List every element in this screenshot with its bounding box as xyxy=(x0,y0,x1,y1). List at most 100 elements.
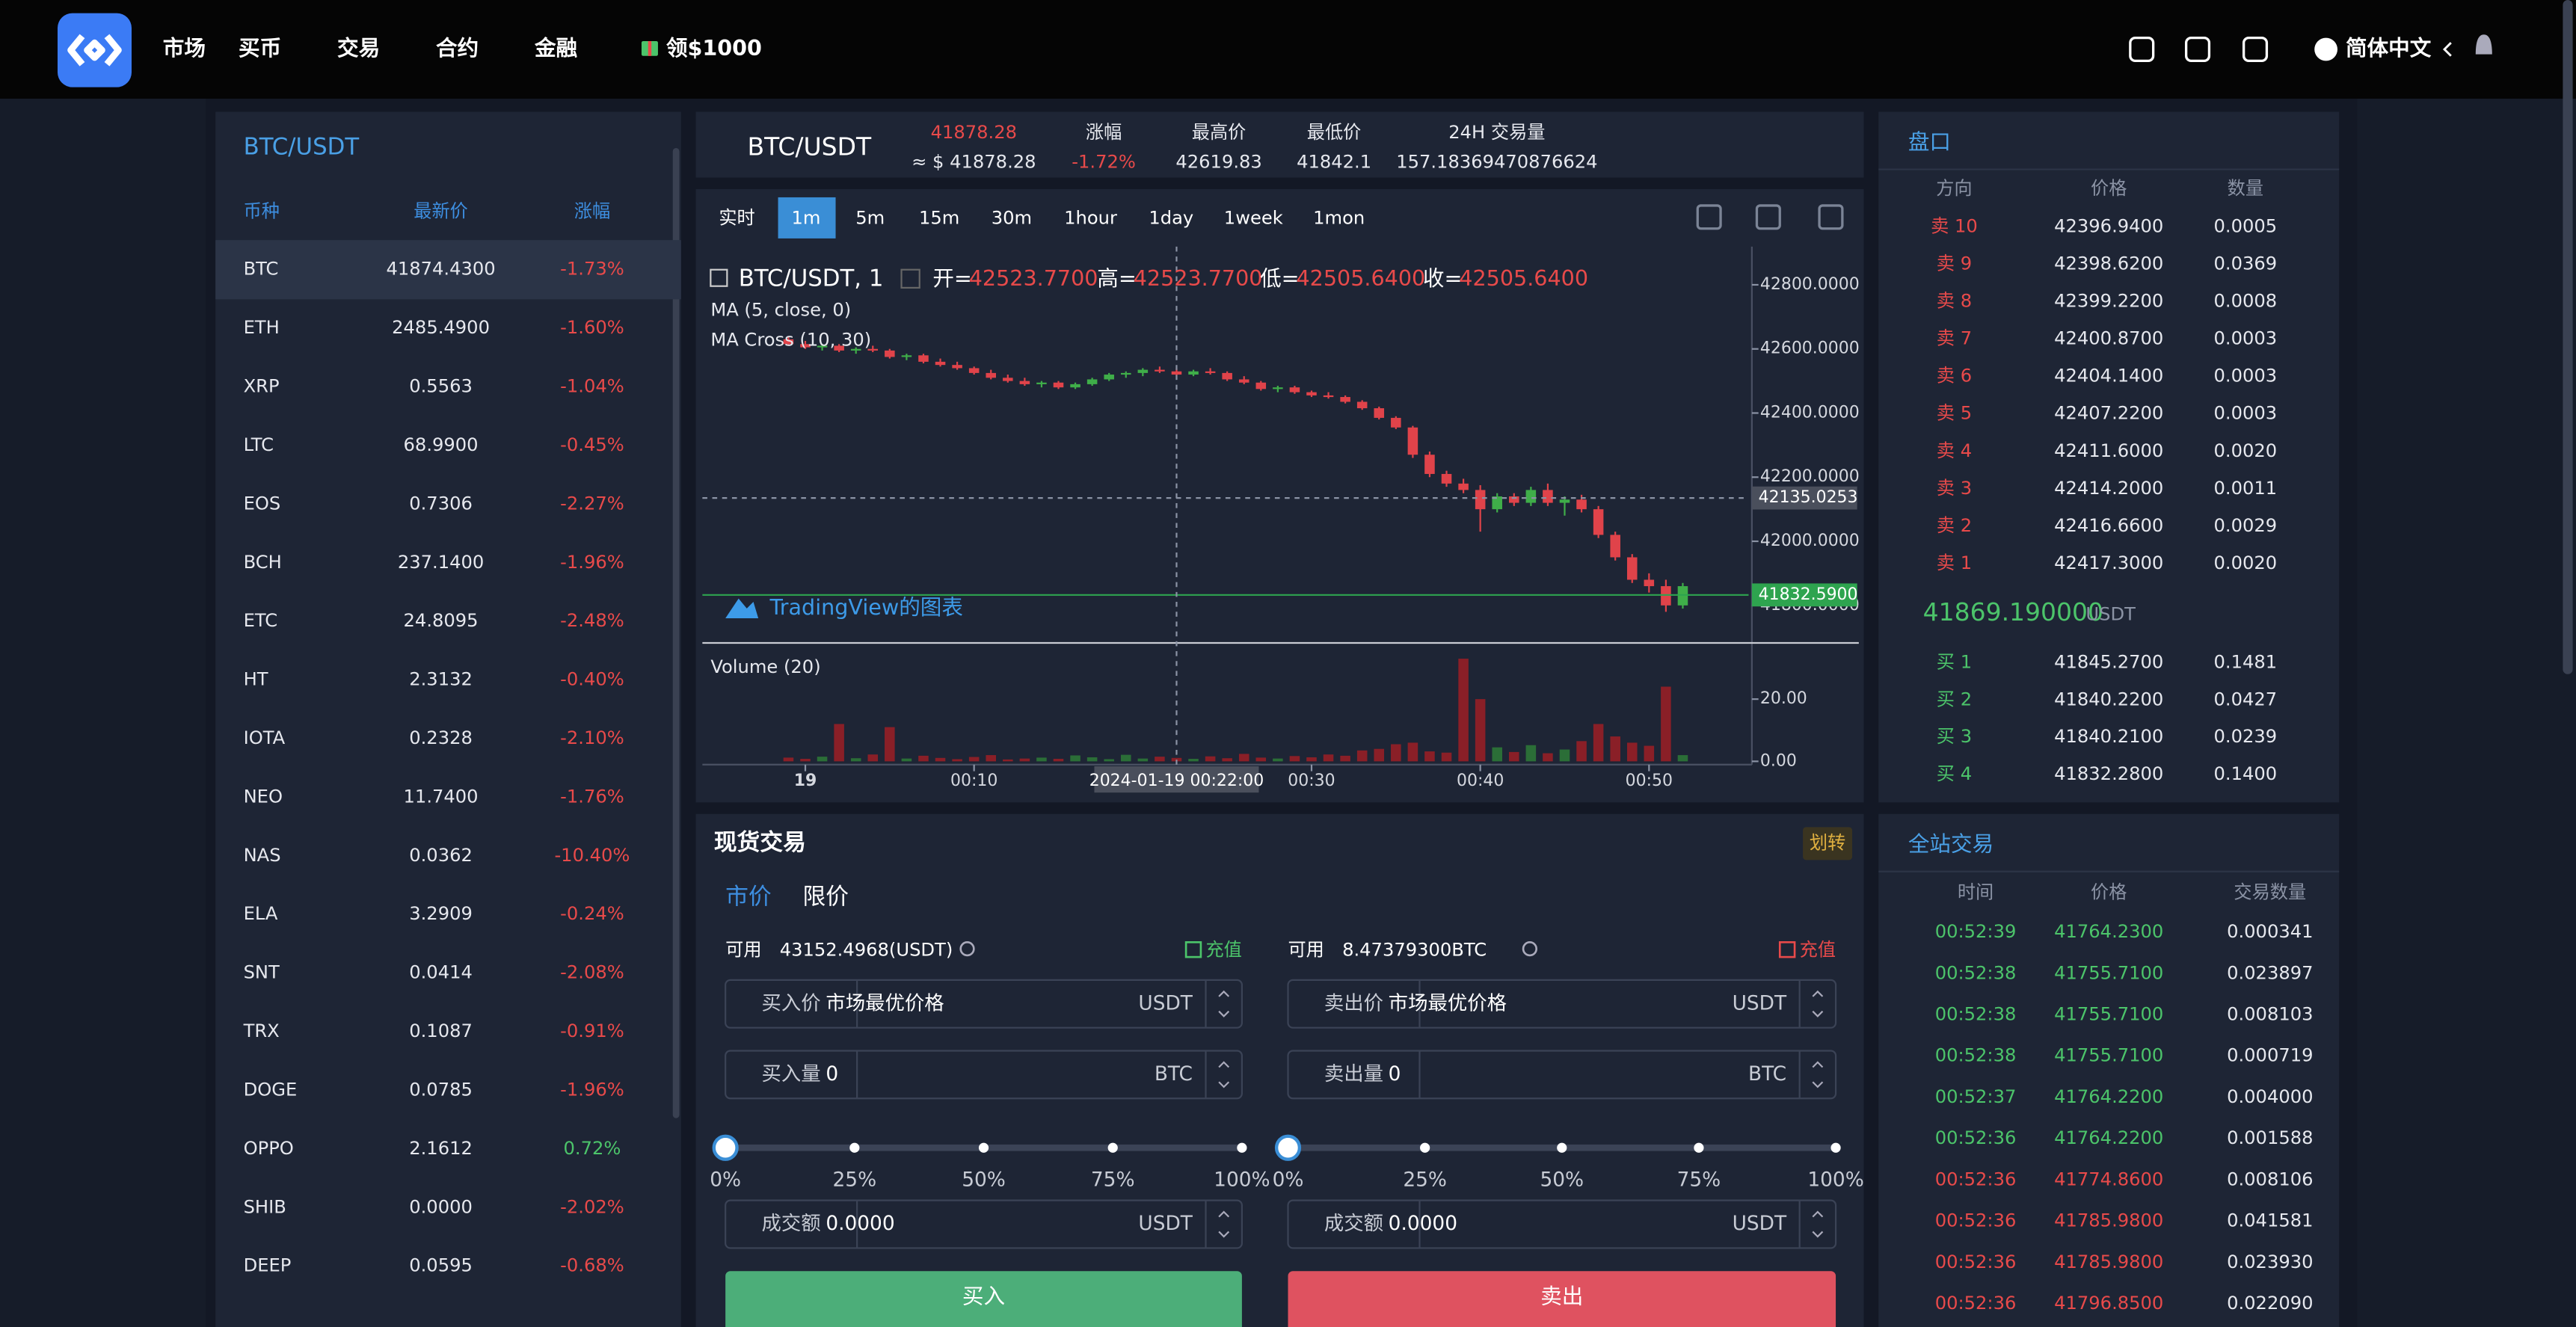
spinner-down[interactable] xyxy=(1218,1010,1230,1017)
interval-active[interactable] xyxy=(778,197,836,238)
spinner-up[interactable] xyxy=(1812,1210,1824,1218)
interval-button[interactable]: 30m xyxy=(992,208,1032,229)
interval-button[interactable]: 5m xyxy=(855,208,885,229)
study-label: MA Cross (10, 30) xyxy=(710,329,871,350)
spinner-down[interactable] xyxy=(1218,1231,1230,1238)
spinner-down[interactable] xyxy=(1812,1081,1824,1089)
interval-button[interactable]: 1mon xyxy=(1313,208,1365,229)
market-cell: -2.10% xyxy=(560,727,624,748)
input-field[interactable] xyxy=(725,1050,1244,1100)
input-field[interactable] xyxy=(725,979,1244,1029)
crosshair-label: 2024-01-19 00:22:00 xyxy=(1089,772,1264,790)
user-icon[interactable] xyxy=(2184,36,2211,63)
deposit[interactable]: 充值 xyxy=(1800,939,1836,960)
globe-icon[interactable] xyxy=(2314,37,2338,61)
transfer-button[interactable] xyxy=(1803,827,1853,860)
nav-item[interactable]: 市场 xyxy=(163,35,206,61)
interval-button[interactable]: 1m xyxy=(791,208,820,229)
spinner-up[interactable] xyxy=(1218,990,1230,997)
market-cell: -1.04% xyxy=(560,376,624,397)
language[interactable]: 简体中文 xyxy=(2346,35,2432,61)
volume-bar xyxy=(867,754,879,762)
download-icon[interactable] xyxy=(2242,36,2269,63)
submit-button[interactable] xyxy=(1288,1271,1836,1327)
slider-stop[interactable] xyxy=(849,1142,860,1153)
bid-cell: 买 4 xyxy=(1937,763,1972,784)
spinner-down[interactable] xyxy=(1812,1231,1824,1238)
interval-button[interactable]: 1hour xyxy=(1064,208,1117,229)
slider-stop[interactable] xyxy=(1694,1142,1704,1153)
ask-cell[interactable]: 42416.6600 xyxy=(2054,515,2163,536)
tab[interactable]: 市价 xyxy=(725,883,772,910)
slider-stop[interactable] xyxy=(1237,1142,1247,1153)
input-field[interactable] xyxy=(725,1199,1244,1249)
deposit[interactable]: 充值 xyxy=(1206,939,1242,960)
trade-cell: 0.000341 xyxy=(2227,921,2313,942)
refresh-icon[interactable] xyxy=(959,940,975,957)
bid-cell[interactable]: 41840.2200 xyxy=(2054,689,2163,709)
submit-label[interactable]: 买入 xyxy=(962,1283,1005,1308)
ask-cell[interactable]: 42396.9400 xyxy=(2054,216,2163,237)
spinner-down[interactable] xyxy=(1218,1081,1230,1089)
tab[interactable]: 限价 xyxy=(803,883,849,910)
slider-stop[interactable] xyxy=(1107,1142,1118,1153)
bell-icon[interactable] xyxy=(2475,34,2492,55)
ask-cell[interactable]: 42407.2200 xyxy=(2054,403,2163,424)
input-field[interactable] xyxy=(1287,1050,1837,1100)
slider-stop[interactable] xyxy=(1274,1134,1302,1161)
input-unit: USDT xyxy=(1138,992,1193,1015)
fullscreen-icon[interactable] xyxy=(1696,204,1722,230)
indicator-icon[interactable] xyxy=(1755,204,1781,230)
ask-cell[interactable]: 42414.2000 xyxy=(2054,478,2163,499)
slider-stop[interactable] xyxy=(1420,1142,1430,1153)
candle-body xyxy=(1610,535,1620,558)
ask-cell[interactable]: 42417.3000 xyxy=(2054,552,2163,573)
slider-stop[interactable] xyxy=(978,1142,989,1153)
slider-stop[interactable] xyxy=(1557,1142,1567,1153)
bid-cell[interactable]: 41845.2700 xyxy=(2054,651,2163,672)
bid-cell: 0.1481 xyxy=(2214,651,2278,672)
market-cell: 237.1400 xyxy=(398,552,484,573)
trade-cell: 0.008103 xyxy=(2227,1004,2313,1025)
interval-button[interactable]: 实时 xyxy=(719,208,754,229)
nav-item[interactable]: 金融 xyxy=(534,35,578,61)
refresh-icon[interactable] xyxy=(1522,940,1538,957)
ask-cell[interactable]: 42400.8700 xyxy=(2054,328,2163,349)
slider-stop[interactable] xyxy=(712,1134,739,1161)
market-cell: -0.91% xyxy=(560,1020,624,1041)
page-scrollbar xyxy=(2563,0,2573,674)
settings-icon[interactable] xyxy=(1818,204,1844,230)
ask-cell[interactable]: 42398.6200 xyxy=(2054,253,2163,274)
market-cell: 24.8095 xyxy=(404,610,479,631)
bid-cell[interactable]: 41832.2800 xyxy=(2054,763,2163,784)
bid-cell[interactable]: 41840.2100 xyxy=(2054,726,2163,747)
spinner-down[interactable] xyxy=(1812,1010,1824,1017)
submit-label[interactable]: 卖出 xyxy=(1540,1283,1583,1308)
interval-button[interactable]: 1week xyxy=(1224,208,1283,229)
ask-cell[interactable]: 42411.6000 xyxy=(2054,440,2163,461)
ask-cell[interactable]: 42404.1400 xyxy=(2054,366,2163,387)
trades-column: 交易数量 xyxy=(2234,881,2306,902)
interval-button[interactable]: 15m xyxy=(919,208,959,229)
nav-item[interactable]: 买币 xyxy=(239,35,281,61)
nav-item[interactable]: 合约 xyxy=(436,35,479,61)
input-field[interactable] xyxy=(1287,1199,1837,1249)
promo[interactable]: 领$1000 xyxy=(666,35,762,61)
ticker-pair: BTC/USDT xyxy=(748,132,872,161)
wallet-icon[interactable] xyxy=(2129,36,2155,63)
transfer-label[interactable]: 划转 xyxy=(1810,832,1845,853)
slider-label: 100% xyxy=(1214,1169,1270,1192)
nav-item[interactable]: 交易 xyxy=(337,35,380,61)
logo[interactable] xyxy=(57,13,132,87)
ask-cell[interactable]: 42399.2200 xyxy=(2054,291,2163,312)
spinner-up[interactable] xyxy=(1218,1061,1230,1068)
spinner-up[interactable] xyxy=(1812,1061,1824,1068)
volume-bar xyxy=(1289,756,1300,762)
watermark[interactable]: TradingView的图表 xyxy=(769,594,963,620)
input-field[interactable] xyxy=(1287,979,1837,1029)
interval-button[interactable]: 1day xyxy=(1149,208,1193,229)
spinner-up[interactable] xyxy=(1812,990,1824,997)
slider-stop[interactable] xyxy=(1830,1142,1841,1153)
spinner-up[interactable] xyxy=(1218,1210,1230,1218)
submit-button[interactable] xyxy=(725,1271,1242,1327)
